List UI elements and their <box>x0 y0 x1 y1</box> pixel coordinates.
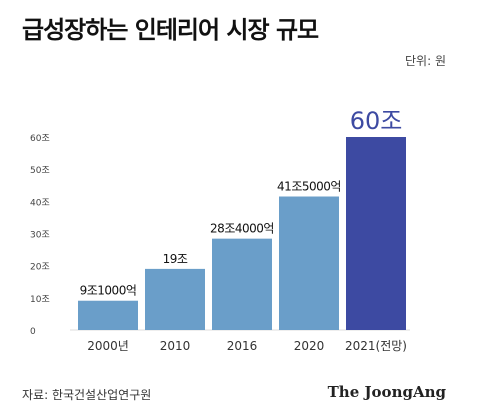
bar-0 <box>78 300 138 330</box>
source-note: 자료: 한국건설산업연구원 <box>22 388 152 402</box>
category-label-3: 2020 <box>294 339 325 353</box>
y-tick-label: 10조 <box>30 295 50 305</box>
publisher-logo: The JoongAng <box>327 383 446 401</box>
bar-4 <box>346 137 406 330</box>
category-label-2: 2016 <box>227 339 258 353</box>
value-label-1: 19조 <box>163 252 188 266</box>
y-tick-label: 50조 <box>30 166 50 176</box>
y-tick-label: 60조 <box>30 134 50 144</box>
y-tick-label: 30조 <box>30 231 50 241</box>
y-tick-label: 20조 <box>30 263 50 273</box>
value-label-2: 28조4000억 <box>210 222 274 236</box>
value-label-3: 41조5000억 <box>277 180 341 194</box>
y-tick-label: 40조 <box>30 198 50 208</box>
y-tick-label: 0 <box>30 327 36 337</box>
bar-2 <box>212 238 272 330</box>
value-label-0: 9조1000억 <box>80 284 137 298</box>
bar-3 <box>279 196 339 330</box>
category-label-1: 2010 <box>160 339 191 353</box>
category-label-0: 2000년 <box>87 339 129 353</box>
bar-1 <box>145 268 205 330</box>
value-label-4: 60조 <box>350 107 403 135</box>
unit-label: 단위: 원 <box>405 54 446 68</box>
category-label-4: 2021(전망) <box>345 339 407 353</box>
chart-title: 급성장하는 인테리어 시장 규모 <box>22 16 319 44</box>
